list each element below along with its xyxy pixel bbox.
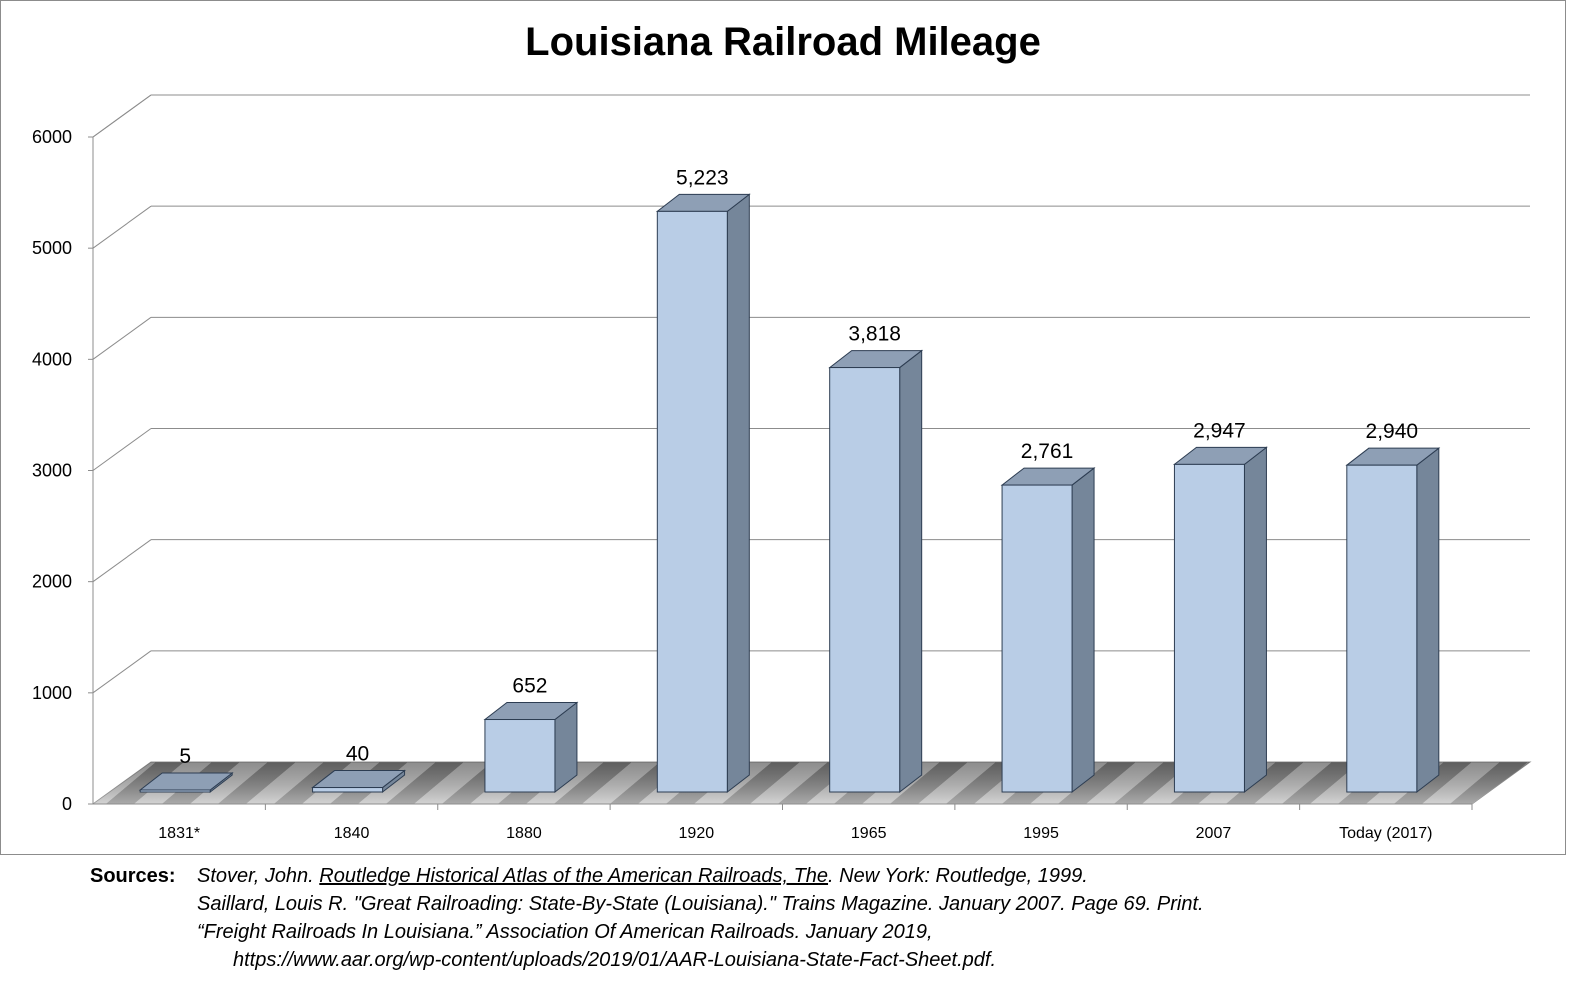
bar [1000, 467, 1096, 794]
bar [138, 771, 234, 794]
source-line-1: Stover, John. Routledge Historical Atlas… [197, 862, 1204, 890]
bar-front [1346, 464, 1418, 793]
bar-side [1416, 447, 1440, 794]
bar-side [1243, 446, 1267, 794]
bar-side [1071, 467, 1095, 794]
bar-side [899, 349, 923, 794]
bar [655, 193, 751, 794]
chart-area: Louisiana Railroad Mileage 0 1000 2000 3000… [32, 20, 1532, 842]
bar [1345, 447, 1441, 794]
bar-side [726, 193, 750, 794]
chart-title: Louisiana Railroad Mileage [525, 20, 1041, 64]
y-tick-label: 2000 [32, 572, 72, 592]
x-tick-label: 1920 [679, 825, 715, 842]
y-tick-label: 3000 [32, 461, 72, 481]
x-tick-label: 2007 [1196, 825, 1232, 842]
bar [828, 349, 924, 794]
data-label: 652 [512, 675, 547, 698]
bar-front [139, 789, 211, 793]
source-author-1: Stover, John. [197, 865, 320, 887]
gridline-diagonal [92, 650, 152, 694]
gridline-diagonal [92, 539, 152, 583]
data-label: 3,818 [848, 323, 901, 346]
y-tick-label: 4000 [32, 349, 72, 369]
y-tick-label: 5000 [32, 238, 72, 258]
data-label: 2,947 [1193, 419, 1246, 442]
gridlines [92, 94, 1530, 694]
x-tick-label: 1880 [506, 825, 542, 842]
data-label: 40 [346, 743, 369, 766]
bar-front [312, 787, 384, 793]
bar-front [484, 719, 556, 793]
source-line-3: “Freight Railroads In Louisiana.” Associ… [197, 921, 933, 943]
axes: 0 1000 2000 3000 4000 5000 6000 1831* 1840 1880 19… [32, 94, 1473, 842]
y-tick-label: 6000 [32, 127, 72, 147]
data-label: 5,223 [676, 166, 729, 189]
bar [483, 701, 579, 794]
bars [138, 193, 1441, 794]
source-line-2: Saillard, Louis R. "Great Railroading: S… [197, 893, 1204, 915]
data-label: 2,761 [1021, 440, 1074, 463]
bar-front [656, 210, 728, 793]
chart-frame [0, 0, 1566, 855]
bar-front [829, 367, 901, 793]
floor-shade [93, 762, 1530, 804]
chart-floor [91, 761, 1532, 805]
source-title-1: Routledge Historical Atlas of the Americ… [319, 865, 829, 887]
x-tick-label: 1995 [1023, 825, 1059, 842]
bar [1172, 446, 1268, 794]
y-axis-top-diagonal [92, 94, 152, 138]
y-tick-label: 1000 [32, 683, 72, 703]
x-tick-label: 1840 [334, 825, 370, 842]
gridline-diagonal [92, 428, 152, 471]
sources-label: Sources: [90, 865, 176, 887]
bar-front [1001, 484, 1073, 793]
y-tick-label: 0 [62, 794, 72, 814]
data-label: 5 [179, 745, 191, 768]
x-tick-label: 1965 [851, 825, 887, 842]
source-publisher-1: . New York: Routledge, 1999. [828, 865, 1088, 887]
source-line-4: https://www.aar.org/wp-content/uploads/2… [233, 949, 997, 971]
gridline-diagonal [92, 316, 152, 360]
x-tick-label: 1831* [158, 825, 200, 842]
data-labels: 5 40 652 5,223 3,818 2,761 2,947 2,940 [179, 166, 1418, 768]
gridline-diagonal [92, 205, 152, 249]
bar-front [1173, 463, 1245, 793]
x-tick-label: Today (2017) [1339, 825, 1432, 842]
bar [311, 769, 407, 794]
sources-list: Stover, John. Routledge Historical Atlas… [197, 862, 1204, 974]
data-label: 2,940 [1366, 420, 1419, 443]
